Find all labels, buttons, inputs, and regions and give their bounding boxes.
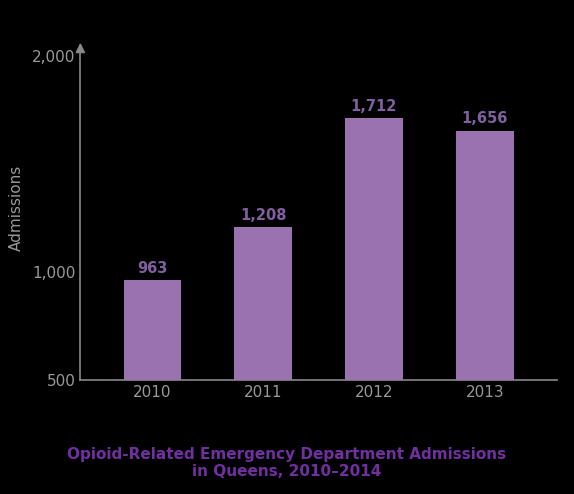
Bar xyxy=(345,119,403,489)
Text: 963: 963 xyxy=(137,261,168,276)
Text: 1,208: 1,208 xyxy=(240,208,286,223)
Text: Opioid-Related Emergency Department Admissions
in Queens, 2010–2014: Opioid-Related Emergency Department Admi… xyxy=(67,447,507,479)
Text: 1,712: 1,712 xyxy=(351,99,397,114)
Y-axis label: Admissions: Admissions xyxy=(9,165,24,250)
Bar xyxy=(456,130,514,489)
Text: 1,656: 1,656 xyxy=(461,111,508,126)
Bar xyxy=(234,227,292,489)
Bar xyxy=(123,280,181,489)
